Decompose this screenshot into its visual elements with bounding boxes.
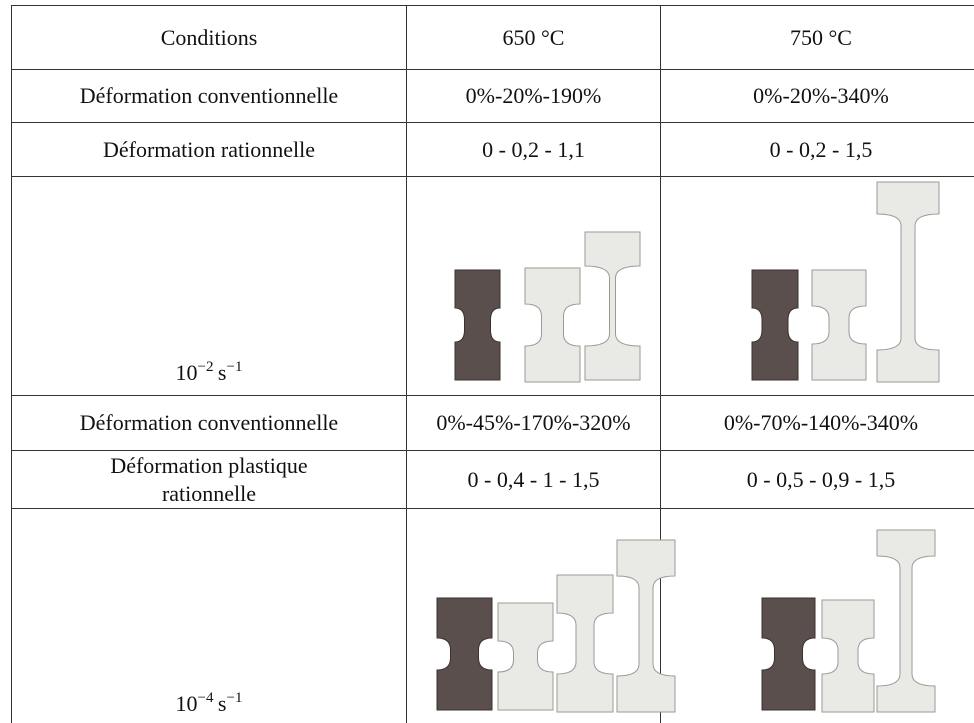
rate-exp: −4: [197, 690, 214, 706]
cell: 0 - 0,5 - 0,9 - 1,5: [660, 450, 974, 509]
rate-unit-exp: −1: [226, 359, 243, 375]
row: Déformation conventionnelle 0%-45%-170%-…: [11, 395, 974, 451]
cell: 0%-70%-140%-340%: [660, 395, 974, 451]
rate-unit: s: [217, 691, 227, 716]
cell: 0%-20%-190%: [406, 69, 661, 123]
cell: 0 - 0,4 - 1 - 1,5: [406, 450, 661, 509]
rate-base: 10: [175, 691, 198, 716]
header-cell: Conditions: [11, 5, 407, 70]
rate-unit: s: [217, 360, 227, 385]
header-cell: 750 °C: [660, 5, 974, 70]
specimen: [454, 269, 501, 381]
rate-exp: −2: [197, 359, 214, 375]
cell: 0 - 0,2 - 1,5: [660, 122, 974, 177]
specimen: [584, 231, 641, 381]
cell: Déformation conventionnelle: [11, 69, 407, 123]
cell: Déformation plastique rationnelle: [11, 450, 407, 509]
cell: 0 - 0,2 - 1,1: [406, 122, 661, 177]
rate-cell: 10−2 s−1: [11, 176, 407, 396]
specimen: [556, 574, 614, 713]
rate-base: 10: [175, 360, 198, 385]
specimen: [821, 599, 875, 713]
specimen: [811, 269, 867, 381]
rate-cell: 10−4 s−1: [11, 508, 407, 723]
header-row: Conditions 650 °C 750 °C: [11, 5, 974, 70]
specimen: [876, 181, 940, 383]
specimen: [876, 529, 936, 713]
specimen: [436, 597, 493, 711]
row: Déformation plastique rationnelle 0 - 0,…: [11, 450, 974, 509]
rate-unit-exp: −1: [226, 690, 243, 706]
cell: Déformation conventionnelle: [11, 395, 407, 451]
specimen: [497, 602, 554, 711]
specimen: [524, 267, 581, 383]
specimen: [751, 269, 799, 381]
row: Déformation conventionnelle 0%-20%-190% …: [11, 69, 974, 123]
specimen: [616, 539, 676, 713]
specimen: [761, 597, 816, 711]
cell: 0%-45%-170%-320%: [406, 395, 661, 451]
cell: 0%-20%-340%: [660, 69, 974, 123]
header-cell: 650 °C: [406, 5, 661, 70]
